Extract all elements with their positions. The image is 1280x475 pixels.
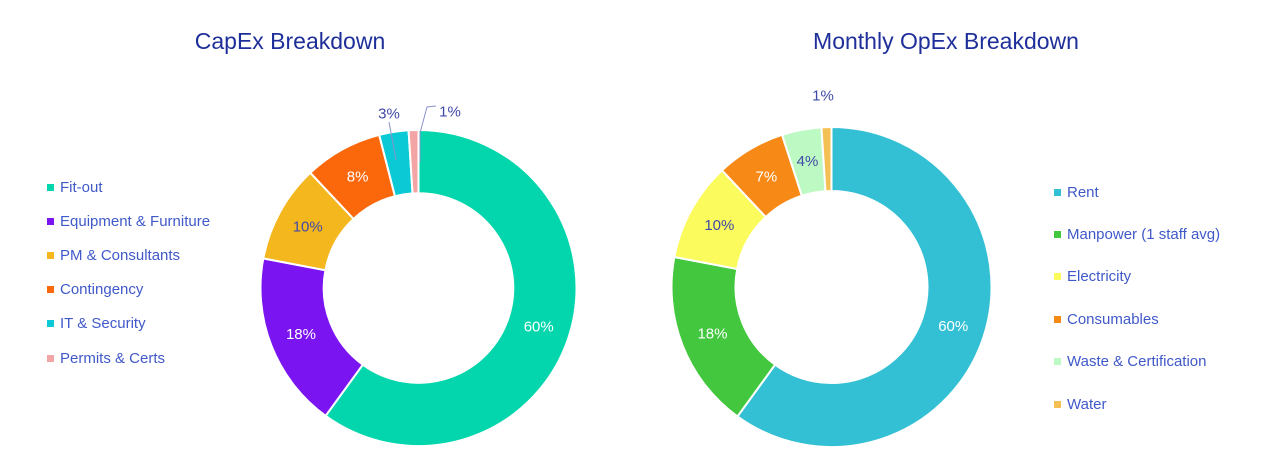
- opex-data-label-electricity: 10%: [704, 217, 734, 234]
- opex-data-label-manpower-1-staff-avg: 18%: [697, 326, 727, 343]
- capex-legend-label-pm-consultants: PM & Consultants: [60, 246, 181, 264]
- capex-legend-label-fit-out: Fit-out: [60, 178, 103, 196]
- capex-legend-label-it-security: IT & Security: [60, 315, 146, 333]
- capex-legend-label-equipment-furniture: Equipment & Furniture: [60, 212, 211, 230]
- opex-data-label-waste-certification: 4%: [797, 153, 819, 170]
- capex-legend-item-it-security: IT & Security: [47, 307, 210, 341]
- opex-legend: Rent Manpower (1 staff avg) Electricity Con…: [1054, 171, 1220, 425]
- capex-legend-item-fit-out: Fit-out: [47, 170, 210, 204]
- capex-leader-line-permits-certs: [419, 105, 437, 162]
- opex-legend-label-manpower-1-staff-avg: Manpower (1 staff avg): [1067, 226, 1221, 244]
- capex-data-label-it-security: 3%: [378, 106, 400, 123]
- capex-legend-item-equipment-furniture: Equipment & Furniture: [47, 204, 210, 238]
- capex-legend: Fit-out Equipment & Furniture PM & Consult…: [47, 170, 210, 375]
- capex-legend-item-permits-certs: Permits & Certs: [47, 341, 210, 375]
- opex-legend-item-consumables: Consumables: [1054, 298, 1220, 340]
- opex-data-label-consumables: 7%: [755, 168, 777, 185]
- opex-legend-label-waste-certification: Waste & Certification: [1067, 353, 1207, 371]
- capex-legend-swatch-contingency: [47, 286, 54, 294]
- opex-legend-item-rent: Rent: [1054, 171, 1220, 213]
- opex-slice-rent: [736, 125, 993, 448]
- capex-legend-item-contingency: Contingency: [47, 273, 210, 307]
- capex-legend-swatch-equipment-furniture: [47, 217, 54, 225]
- capex-legend-swatch-fit-out: [47, 183, 54, 191]
- opex-data-label-rent: 60%: [938, 318, 968, 335]
- opex-legend-swatch-rent: [1054, 188, 1061, 196]
- capex-slice-permits-certs: [407, 128, 420, 195]
- capex-legend-label-contingency: Contingency: [60, 281, 144, 299]
- capex-chart-panel: CapEx Breakdown 60% 18% 10% 8% 3% 1% Fit-out E…: [47, 28, 578, 447]
- opex-legend-item-water: Water: [1054, 383, 1220, 425]
- capex-donut-chart: 60% 18% 10% 8% 3% 1%: [259, 104, 578, 447]
- capex-slice-fit-out: [324, 128, 578, 447]
- opex-legend-label-electricity: Electricity: [1067, 268, 1132, 286]
- capex-data-label-pm-consultants: 10%: [293, 219, 323, 236]
- capex-legend-swatch-permits-certs: [47, 354, 54, 362]
- opex-donut-chart: 60% 18% 10% 7% 4% 1%: [670, 88, 993, 448]
- opex-slice-water: [820, 125, 833, 193]
- opex-legend-label-water: Water: [1067, 395, 1107, 413]
- capex-chart-title: CapEx Breakdown: [194, 28, 386, 54]
- opex-chart-panel: Monthly OpEx Breakdown 60% 18% 10% 7% 4% 1% R…: [640, 0, 1280, 475]
- capex-legend-swatch-pm-consultants: [47, 251, 54, 259]
- capex-legend-label-permits-certs: Permits & Certs: [60, 349, 166, 367]
- capex-leader-line-it-security: [388, 121, 397, 161]
- opex-legend-swatch-manpower-1-staff-avg: [1054, 231, 1061, 239]
- capex-data-label-fit-out: 60%: [524, 319, 554, 336]
- opex-chart-title: Monthly OpEx Breakdown: [813, 28, 1079, 54]
- opex-legend-label-rent: Rent: [1067, 183, 1099, 201]
- capex-data-label-equipment-furniture: 18%: [286, 326, 316, 343]
- opex-legend-item-waste-certification: Waste & Certification: [1054, 341, 1220, 383]
- opex-legend-swatch-electricity: [1054, 273, 1061, 281]
- opex-legend-swatch-consumables: [1054, 315, 1061, 323]
- opex-legend-item-manpower-1-staff-avg: Manpower (1 staff avg): [1054, 213, 1220, 255]
- opex-legend-item-electricity: Electricity: [1054, 256, 1220, 298]
- capex-data-label-permits-certs: 1%: [439, 104, 461, 121]
- opex-data-label-water: 1%: [812, 88, 834, 105]
- opex-legend-label-consumables: Consumables: [1067, 310, 1159, 328]
- capex-data-label-contingency: 8%: [347, 169, 369, 186]
- opex-legend-swatch-waste-certification: [1054, 358, 1061, 366]
- capex-legend-swatch-it-security: [47, 320, 54, 328]
- capex-legend-item-pm-consultants: PM & Consultants: [47, 238, 210, 272]
- opex-legend-swatch-water: [1054, 400, 1061, 408]
